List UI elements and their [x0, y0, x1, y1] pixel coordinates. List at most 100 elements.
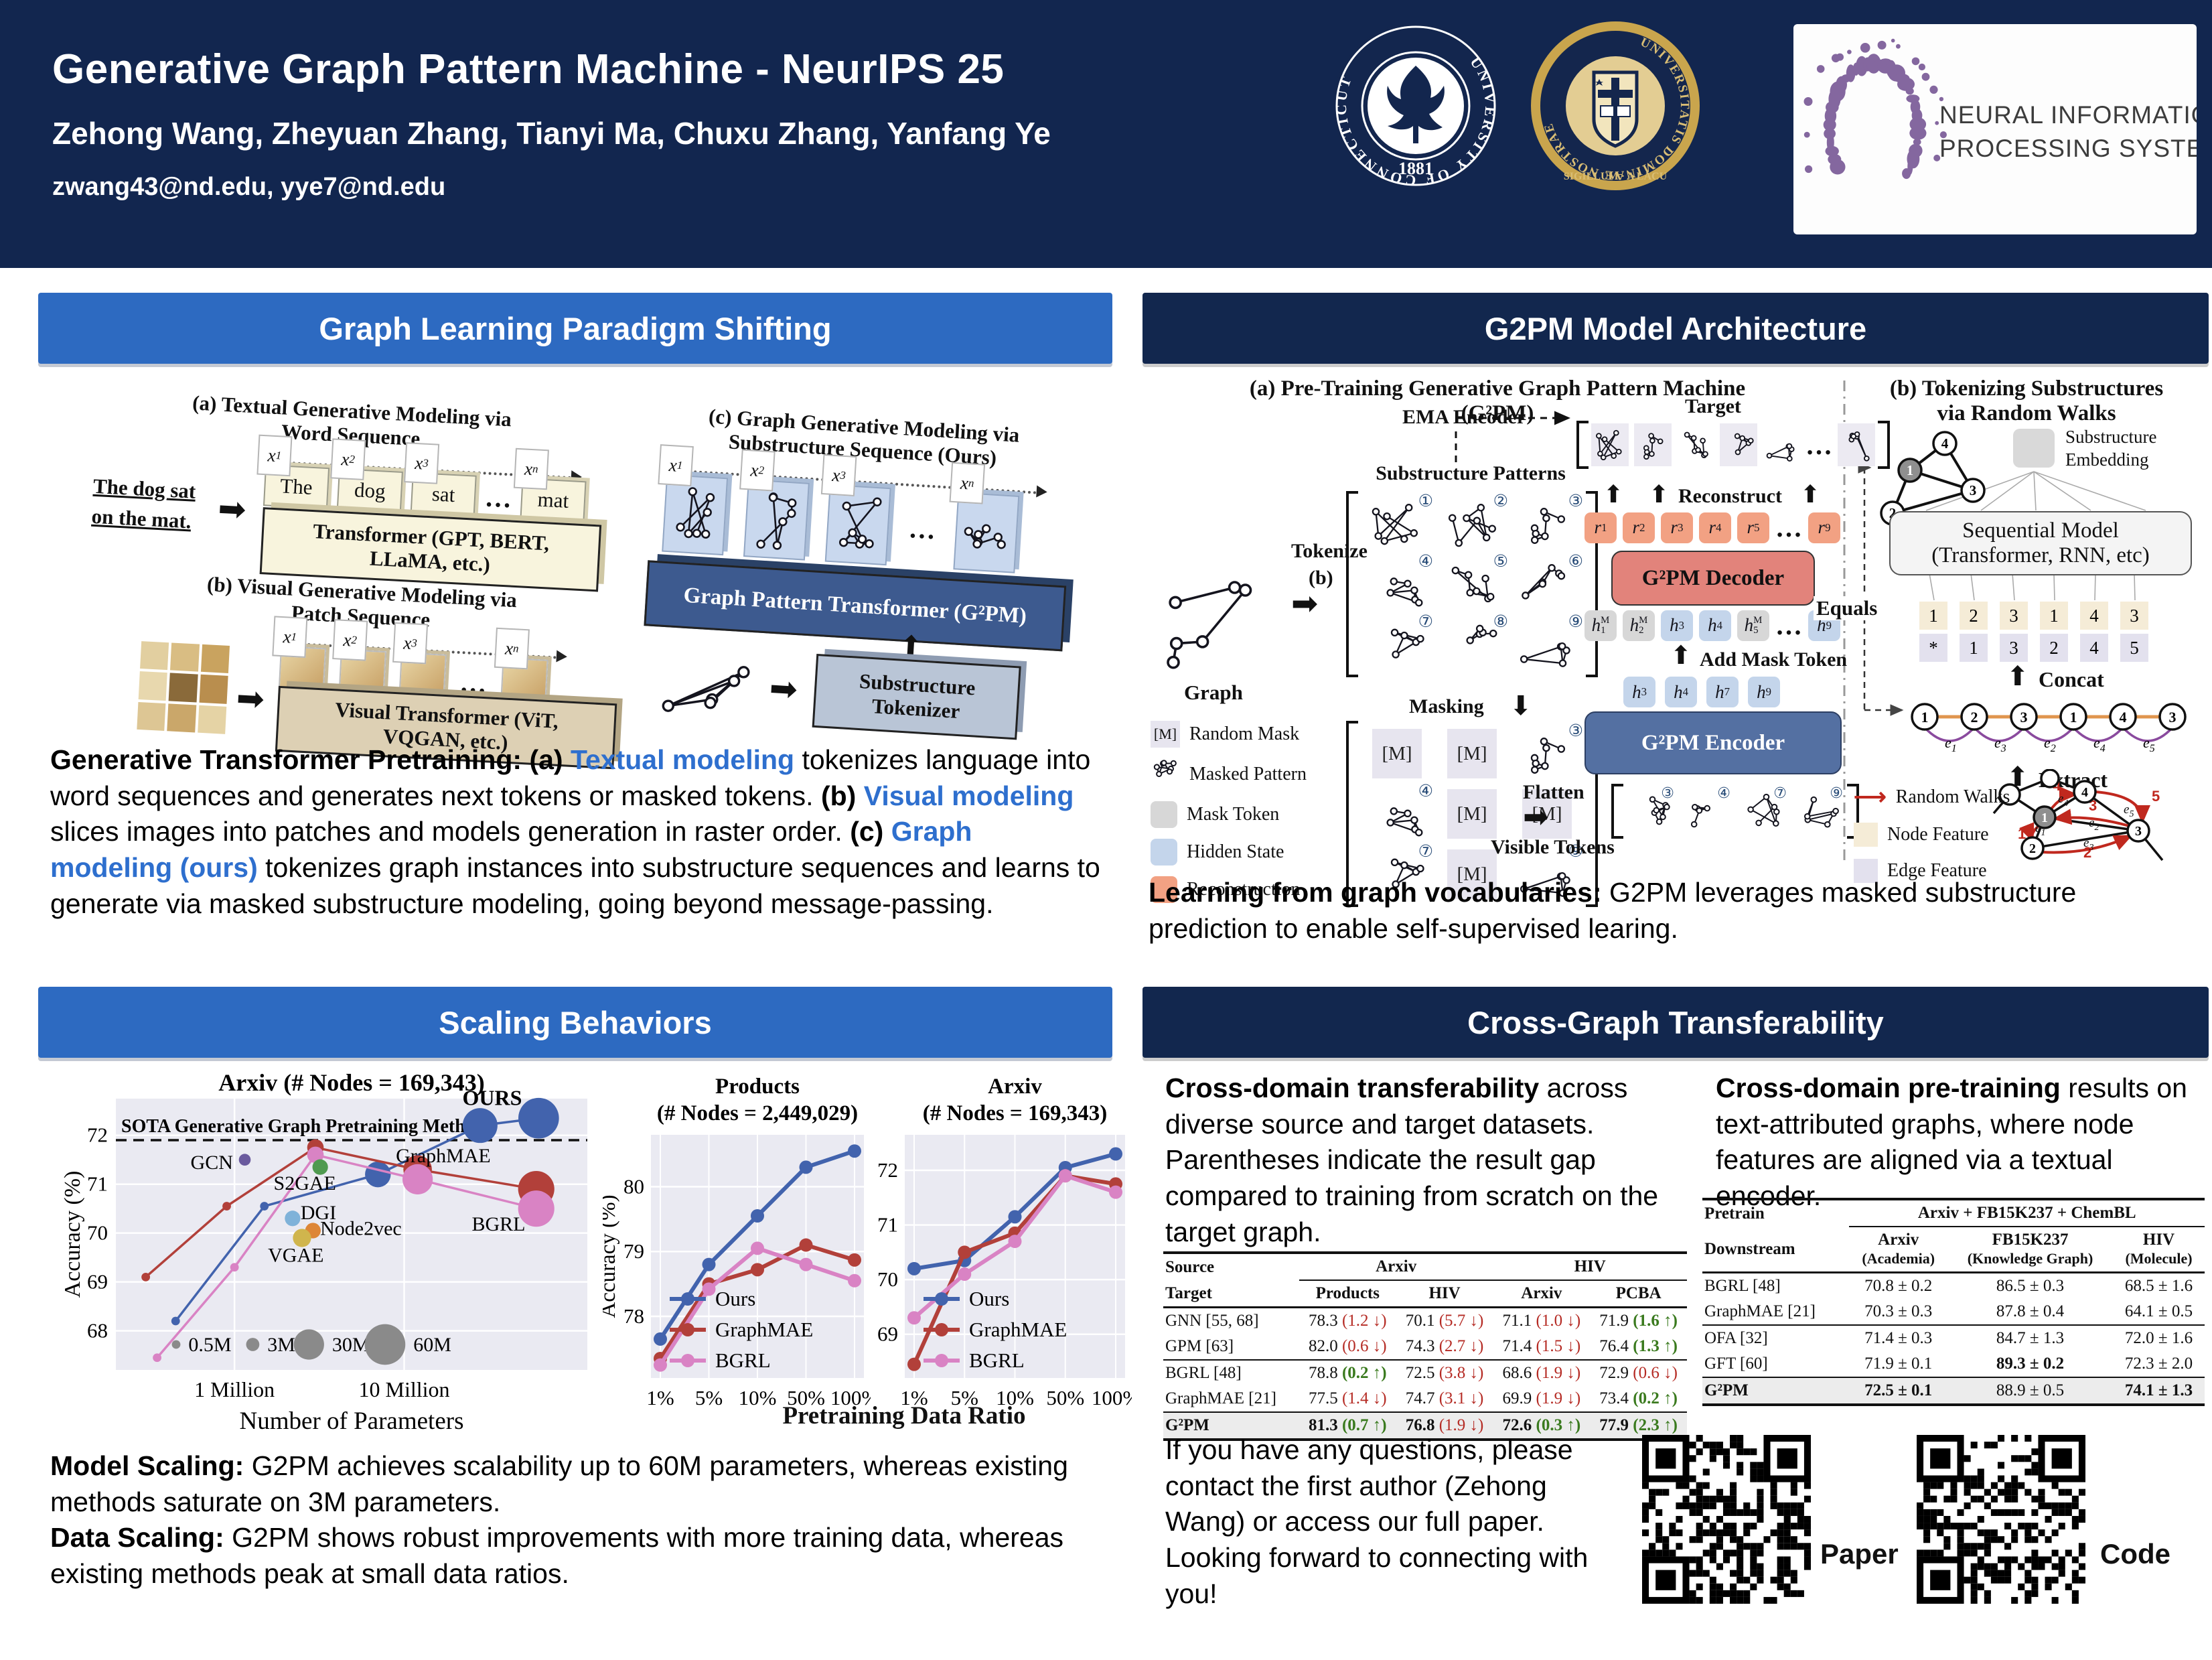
svg-text:Accuracy (%): Accuracy (%) — [603, 1194, 620, 1318]
image-patch — [168, 673, 198, 703]
g2pm-encoder-box: G²PM Encoder — [1584, 711, 1842, 774]
mask-token-icon — [1151, 801, 1177, 828]
token-chip: The x 1 — [256, 434, 330, 510]
scaling-description-text: Model Scaling: G2PM achieves scalability… — [50, 1450, 1068, 1590]
figure-paradigm: (a) Textual Generative Modeling via Word… — [38, 367, 1112, 770]
svg-text:1%: 1% — [900, 1386, 928, 1409]
svg-text:1 Million: 1 Million — [194, 1377, 275, 1401]
qr-paper-label: Paper — [1820, 1538, 1899, 1570]
svg-text:1%: 1% — [646, 1386, 674, 1409]
node-feature-cell: 2 — [1960, 602, 1988, 630]
svg-text:NEURAL INFORMATION: NEURAL INFORMATION — [1939, 101, 2197, 129]
reconstruction-token-row: r 1 r 2 r 3 r 4 r 5… r 9 — [1584, 512, 1840, 543]
reconstruct-label: Reconstruct — [1678, 485, 1782, 507]
legend-item: Reconstruction — [1151, 876, 1307, 903]
svg-text:1881: 1881 — [1398, 159, 1433, 178]
arch-caption-b: (b) Tokenizing Substructures via Random W… — [1889, 376, 2164, 425]
masked-pattern-icon — [1151, 758, 1180, 790]
svg-text:4: 4 — [1941, 435, 1949, 452]
svg-text:OURS: OURS — [462, 1085, 522, 1109]
svg-text:e3: e3 — [1994, 734, 2006, 754]
svg-text:5%: 5% — [695, 1386, 723, 1409]
poster-emails: zwang43@nd.edu, yye7@nd.edu — [52, 173, 446, 201]
svg-text:GraphMAE: GraphMAE — [396, 1145, 491, 1167]
bracket-left — [1611, 784, 1623, 839]
mask-token-cell: [M] — [1434, 844, 1509, 904]
image-patch — [140, 641, 169, 671]
bubble-chart-arxiv: Arxiv (# Nodes = 169,343) 68 69 70 71 72 1 Mil… — [60, 1069, 593, 1437]
pattern-cell: ⑨ — [1509, 612, 1584, 675]
pattern-cell: ③ — [1509, 721, 1584, 784]
pattern-cell: ⑤ — [1434, 551, 1509, 614]
svg-text:71: 71 — [877, 1213, 898, 1237]
up-arrow-icon: ⬆ — [2006, 662, 2029, 691]
edge-feature-icon — [1854, 859, 1878, 883]
svg-text:e1: e1 — [1945, 734, 1957, 754]
subfigure-b-visual: (b) Visual Generative Modeling via Patch… — [70, 565, 617, 770]
ellipsis: … — [459, 667, 488, 699]
svg-text:Accuracy (%): Accuracy (%) — [64, 1171, 85, 1298]
image-patch — [199, 675, 228, 704]
edge-feature-cell: 5 — [2120, 634, 2148, 662]
input-graph-drawing — [644, 637, 763, 738]
qr-code-label: Code — [2100, 1538, 2170, 1570]
pattern-cell: ⑦ — [1359, 612, 1434, 675]
svg-text:e5: e5 — [2124, 803, 2134, 819]
pattern-cell: ④ — [1359, 551, 1434, 614]
svg-text:10%: 10% — [739, 1386, 777, 1409]
svg-text:3: 3 — [2020, 709, 2028, 725]
svg-text:100%: 100% — [1092, 1386, 1132, 1409]
transfer-left-text: Cross-domain transferability across dive… — [1165, 1073, 1659, 1247]
svg-text:78: 78 — [623, 1304, 644, 1328]
sequence-arrowhead-icon — [1036, 485, 1048, 498]
up-arrow-icon: ⬆ — [1800, 480, 1821, 508]
pattern-cell: ⑨ — [1509, 841, 1584, 904]
svg-text:GCN: GCN — [191, 1152, 233, 1174]
node-feature-cell: 1 — [2040, 602, 2068, 630]
token-chip: dog x 2 — [330, 438, 403, 513]
edge-feature-cell: 4 — [2080, 634, 2108, 662]
token-chip: mat x n — [513, 447, 587, 523]
svg-text:2: 2 — [1971, 709, 1978, 725]
paradigm-description-text: Generative Transformer Pretraining: (a) … — [50, 744, 1100, 919]
panel-header-architecture: G2PM Model Architecture — [1142, 293, 2209, 364]
svg-text:BGRL: BGRL — [471, 1213, 525, 1235]
pattern-cell: ③ — [1509, 491, 1584, 554]
pattern-cell: ④ — [1359, 781, 1434, 844]
pattern-cell: ⑦ — [1359, 841, 1434, 904]
svg-text:Number of Parameters: Number of Parameters — [240, 1407, 464, 1435]
substructure-embedding-chip — [2013, 429, 2055, 468]
notre-dame-seal-logo: UNIVERSITATIS DOMINAE NOSTRAE SIGILLUM ·… — [1530, 20, 1701, 192]
bracket-right — [1586, 491, 1598, 677]
node-edge-feature-grid: 1 * 2 1 3 3 1 2 4 4 3 5 — [1919, 602, 2148, 662]
substructure-token-row: x 1 x 2 x 3 … x n — [658, 444, 1020, 573]
image-patch — [197, 705, 227, 734]
right-arrow-icon: ➡ — [1523, 799, 1549, 834]
bracket-right — [1878, 421, 1890, 469]
up-arrow-icon: ⬆ — [898, 630, 924, 662]
legend-item: Masked Pattern — [1151, 758, 1307, 790]
line-chart-arxiv: Arxiv (# Nodes = 169,343) 69 70 71 72 1% 5% 10% 5… — [866, 1070, 1140, 1437]
pattern-cell: ② — [1434, 491, 1509, 554]
svg-text:70: 70 — [87, 1221, 108, 1245]
svg-text:GraphMAE: GraphMAE — [969, 1318, 1067, 1341]
visible-tokens-label: Visible Tokens — [1491, 836, 1615, 858]
svg-text:e2: e2 — [2044, 734, 2056, 754]
svg-text:SIGILLUM · A LACU: SIGILLUM · A LACU — [1564, 171, 1668, 182]
svg-text:3: 3 — [2135, 824, 2142, 839]
